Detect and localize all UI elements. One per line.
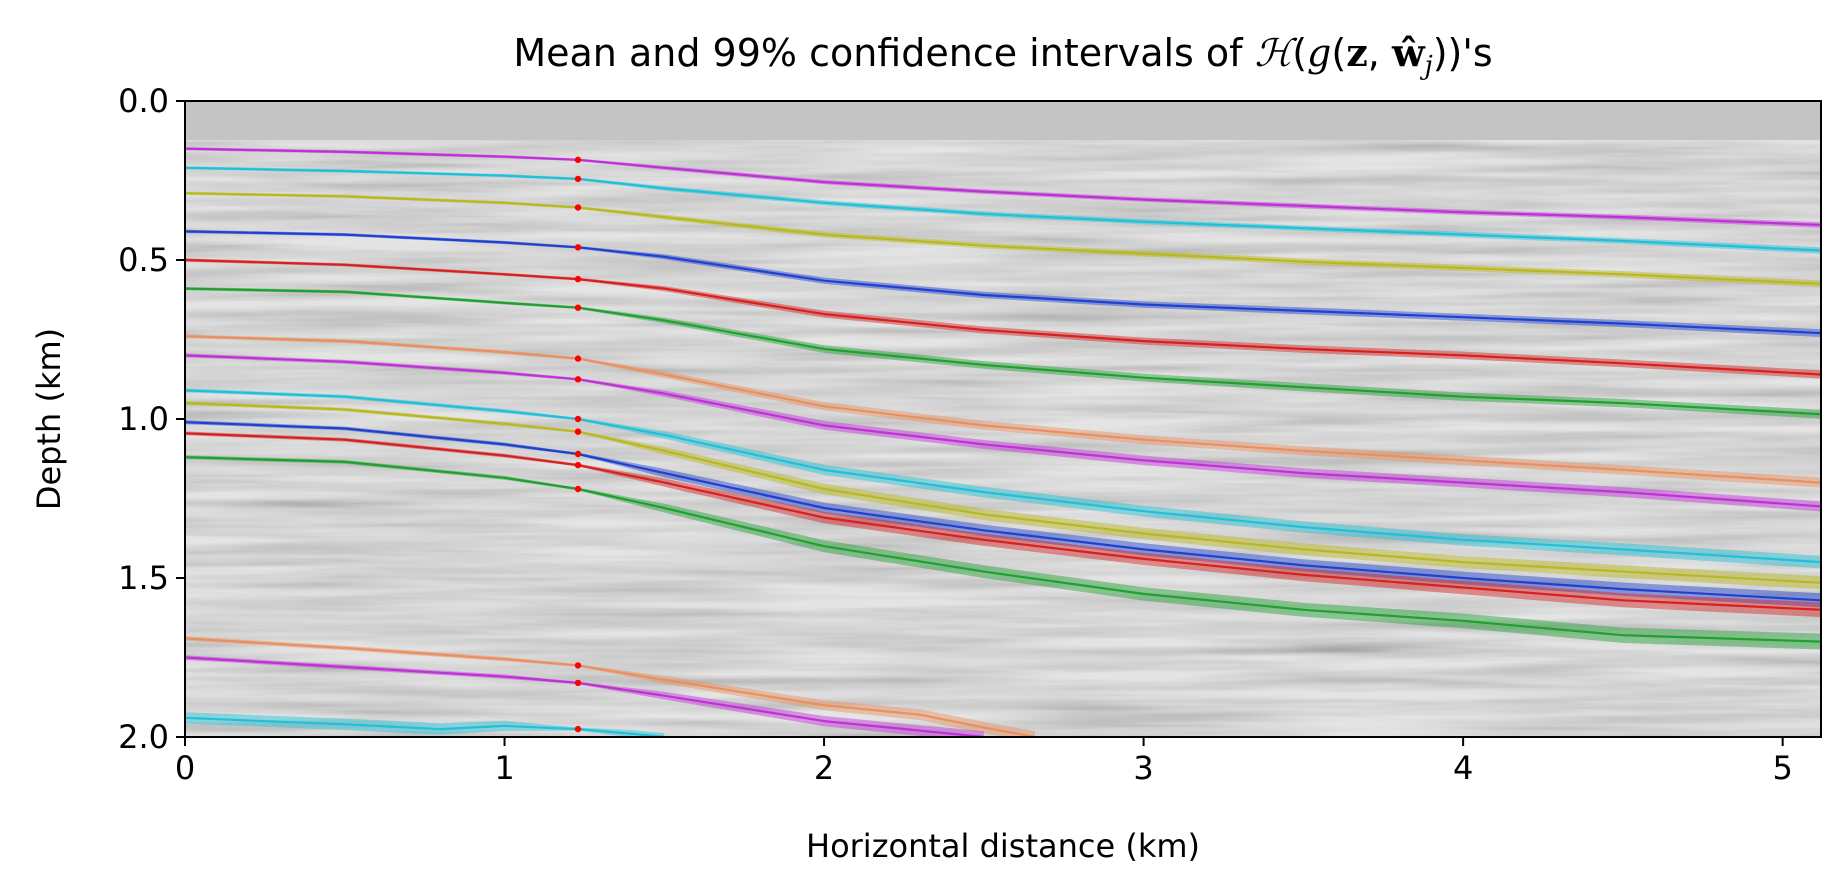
control-point-16: [574, 725, 582, 733]
control-point-8: [574, 376, 582, 383]
control-point-2: [574, 175, 582, 183]
y-tick-label-0: 0.0: [118, 82, 169, 120]
x-tick-label-5: 5: [1772, 749, 1792, 787]
horizon-line-13: [185, 456, 1821, 643]
control-points: [574, 156, 582, 733]
chart-title: Mean and 99% confidence intervals of ℋ(g…: [513, 30, 1492, 81]
horizon-line-12: [185, 432, 1821, 611]
horizon-line-9: [185, 389, 1821, 564]
y-tick-label-1: 0.5: [118, 241, 169, 279]
confidence-band-15: [185, 655, 984, 737]
control-point-12: [574, 461, 582, 469]
confidence-band-11: [185, 420, 1821, 608]
x-axis: 0 1 2 3 4 5: [175, 737, 1793, 787]
confidence-band-5: [185, 258, 1821, 379]
horizon-line-16: [185, 716, 665, 737]
control-point-13: [574, 485, 582, 493]
y-axis-label: Depth (km): [30, 328, 68, 510]
horizon-line-8: [185, 354, 1821, 508]
x-tick-label-3: 3: [1133, 749, 1153, 787]
x-tick-label-0: 0: [175, 749, 195, 787]
confidence-band-16: [185, 712, 665, 737]
horizon-line-7: [185, 335, 1821, 484]
x-axis-label: Horizontal distance (km): [806, 827, 1200, 865]
control-point-10: [574, 428, 582, 435]
horizon-line-10: [185, 402, 1821, 584]
control-point-14: [574, 662, 582, 669]
horizon-line-6: [185, 287, 1821, 416]
horizon-line-11: [185, 421, 1821, 602]
horizon-line-14: [185, 637, 1036, 737]
y-tick-label-3: 1.5: [118, 559, 169, 597]
x-tick-label-1: 1: [494, 749, 514, 787]
horizon-line-5: [185, 258, 1821, 376]
horizon-line-1: [185, 147, 1821, 227]
control-point-11: [574, 450, 582, 458]
control-point-4: [574, 244, 582, 251]
confidence-band-3: [185, 191, 1821, 288]
y-axis: 0.0 0.5 1.0 1.5 2.0: [118, 82, 185, 756]
horizon-line-3: [185, 192, 1821, 285]
confidence-band-1: [185, 147, 1821, 228]
plot-area: [184, 100, 1822, 738]
control-point-6: [574, 304, 582, 311]
confidence-band-8: [185, 353, 1821, 512]
control-point-7: [574, 355, 582, 362]
confidence-band-9: [185, 388, 1821, 569]
control-point-1: [574, 156, 582, 163]
confidence-band-10: [185, 401, 1821, 590]
x-tick-label-4: 4: [1453, 749, 1473, 787]
y-tick-label-2: 1.0: [118, 400, 169, 438]
control-point-9: [574, 415, 582, 423]
horizon-line-2: [185, 166, 1821, 252]
horizon-line-4: [185, 230, 1821, 335]
control-point-5: [574, 275, 582, 283]
x-tick-label-2: 2: [814, 749, 834, 787]
horizon-line-15: [185, 656, 984, 737]
horizon-lines: [185, 147, 1821, 737]
y-tick-label-4: 2.0: [118, 718, 169, 756]
confidence-band-12: [185, 431, 1821, 618]
control-point-15: [574, 679, 582, 687]
control-point-3: [574, 204, 582, 211]
confidence-band-13: [185, 455, 1821, 650]
